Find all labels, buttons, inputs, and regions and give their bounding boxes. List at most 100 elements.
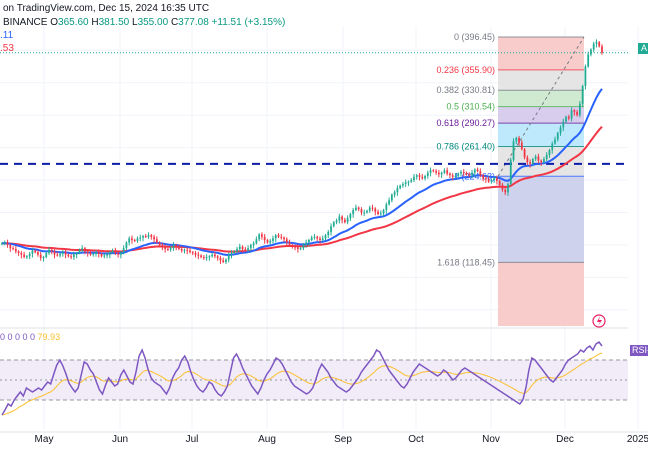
fib-zone	[498, 106, 584, 124]
candle-body	[45, 253, 48, 258]
candle	[551, 141, 554, 154]
candle-body	[111, 250, 114, 253]
change-value: +11.51 (+3.15%)	[211, 17, 286, 28]
candle-body	[537, 156, 540, 161]
candle-body	[14, 248, 17, 252]
candle	[415, 173, 418, 180]
candle	[216, 255, 219, 261]
candle-body	[343, 219, 346, 223]
candle	[202, 255, 205, 260]
candle-body	[468, 174, 471, 176]
event-flash-icon	[592, 314, 606, 328]
candle	[153, 234, 155, 243]
candle-body	[258, 234, 261, 240]
fib-level-label: 1.618 (118.45)	[437, 257, 495, 267]
candle	[598, 41, 601, 48]
candle	[537, 153, 540, 164]
candle-body	[67, 254, 70, 257]
candle-body	[23, 254, 26, 258]
candle	[457, 172, 460, 179]
candle-body	[200, 255, 202, 258]
candle-body	[562, 121, 565, 128]
candle-body	[100, 253, 103, 257]
candle	[67, 253, 70, 258]
candle	[194, 251, 197, 258]
candle-body	[316, 236, 319, 239]
candle-body	[498, 180, 501, 185]
candle	[421, 173, 424, 180]
candle	[396, 185, 399, 196]
rsi-signal-line	[1, 352, 603, 416]
rsi-legend: 0 0 0 0 0 79.93	[0, 332, 60, 342]
fib-level-label: 0.5 (310.54)	[446, 102, 495, 112]
candle-body	[595, 42, 598, 44]
high-label: H	[91, 17, 99, 28]
fib-level-label: 0.786 (261.40)	[436, 141, 495, 151]
candle-body	[12, 248, 14, 250]
candle	[72, 251, 75, 260]
candle	[14, 246, 17, 254]
candle	[12, 246, 14, 251]
fib-level-label: 0.236 (355.90)	[436, 65, 495, 75]
candle-body	[216, 256, 219, 258]
candle	[155, 236, 158, 244]
candle	[471, 169, 473, 179]
candle-body	[567, 116, 570, 119]
candle	[161, 242, 164, 251]
candle-body	[219, 257, 222, 261]
candle-body	[523, 149, 526, 158]
candle-body	[548, 150, 551, 155]
source-text: on TradingView.com, Dec 15, 2024 16:35 U…	[3, 3, 210, 14]
candle	[595, 39, 598, 48]
candle-body	[584, 66, 587, 86]
candle	[578, 101, 581, 118]
candle	[540, 159, 543, 166]
candle-body	[520, 142, 523, 150]
candle-body	[263, 236, 266, 241]
candle-body	[415, 175, 418, 177]
candle-body	[9, 244, 12, 249]
price-badge[interactable]: A	[638, 43, 648, 54]
candle	[507, 182, 509, 196]
candle	[189, 247, 191, 254]
candle	[241, 245, 244, 253]
candle	[327, 229, 330, 239]
candle	[42, 255, 45, 262]
candle	[556, 131, 559, 142]
candle	[390, 193, 393, 203]
candle	[128, 236, 131, 246]
candle-body	[144, 236, 147, 237]
candle-body	[429, 170, 432, 173]
candle-body	[341, 216, 343, 220]
candle	[136, 236, 139, 243]
candle	[440, 171, 443, 179]
candle	[17, 250, 20, 256]
candle-body	[324, 235, 327, 239]
rsi-badge[interactable]: RSI-	[630, 345, 648, 356]
candle	[178, 244, 180, 251]
fib-zone	[498, 90, 584, 107]
candle	[473, 168, 476, 177]
candle	[191, 251, 194, 256]
candle-body	[460, 171, 462, 174]
candle-body	[288, 242, 291, 245]
candle	[310, 235, 313, 242]
rsi-badge-text: RSI-	[632, 345, 648, 355]
candle-body	[155, 239, 158, 243]
candle	[349, 212, 352, 221]
candle-body	[421, 176, 424, 179]
candle-body	[554, 139, 556, 144]
candle-body	[487, 179, 490, 182]
candle	[167, 247, 169, 251]
open-label: O	[50, 17, 59, 28]
candle-body	[125, 242, 128, 249]
candle-body	[462, 171, 465, 173]
candle-body	[559, 127, 562, 134]
candle	[230, 250, 233, 259]
candle-body	[241, 246, 244, 249]
candle-body	[501, 184, 504, 190]
candle	[509, 157, 512, 186]
candle	[360, 207, 363, 216]
candle-body	[465, 172, 468, 175]
